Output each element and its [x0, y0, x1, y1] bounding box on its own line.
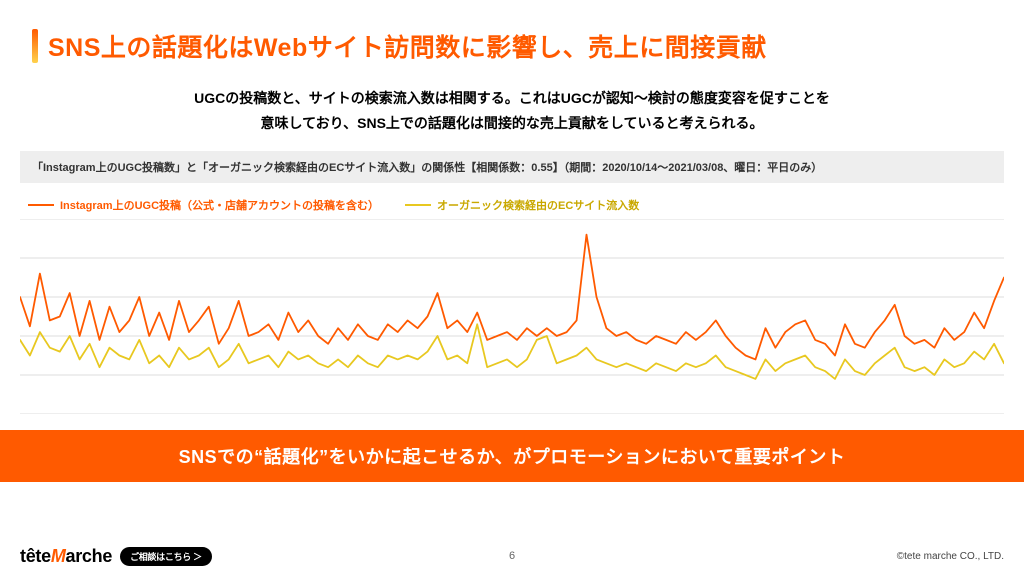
logo-pre: tête [20, 546, 51, 566]
chart-legend: Instagram上のUGC投稿（公式・店舗アカウントの投稿を含む） オーガニック… [20, 183, 1004, 219]
logo: têteMarche ご相談はこちら ＞ [20, 546, 212, 567]
legend-item: Instagram上のUGC投稿（公式・店舗アカウントの投稿を含む） [28, 197, 379, 213]
highlight-banner: SNSでの“話題化”をいかに起こせるか、がプロモーションにおいて重要ポイント [0, 430, 1024, 482]
chart-area [20, 219, 1004, 414]
chart-caption: 「Instagram上のUGC投稿数」と「オーガニック検索経由のECサイト流入数… [20, 151, 1004, 183]
legend-swatch [405, 204, 431, 206]
logo-post: arche [66, 546, 113, 566]
footer: têteMarche ご相談はこちら ＞ 6 ©tete marche CO.,… [0, 539, 1024, 573]
logo-accent: M [51, 546, 66, 566]
page-title: SNS上の話題化はWebサイト訪問数に影響し、売上に間接貢献 [48, 28, 767, 64]
legend-label: オーガニック検索経由のECサイト流入数 [437, 197, 639, 213]
cta-button[interactable]: ご相談はこちら ＞ [120, 547, 212, 566]
legend-item: オーガニック検索経由のECサイト流入数 [405, 197, 639, 213]
title-row: SNS上の話題化はWebサイト訪問数に影響し、売上に間接貢献 [0, 0, 1024, 76]
copyright: ©tete marche CO., LTD. [897, 551, 1004, 562]
line-chart-svg [20, 219, 1004, 414]
chart-block: 「Instagram上のUGC投稿数」と「オーガニック検索経由のECサイト流入数… [20, 151, 1004, 414]
subtitle-text: UGCの投稿数と、サイトの検索流入数は相関する。これはUGCが認知〜検討の態度変… [0, 76, 1024, 151]
title-accent-bar [32, 29, 38, 63]
legend-label: Instagram上のUGC投稿（公式・店舗アカウントの投稿を含む） [60, 197, 379, 213]
legend-swatch [28, 204, 54, 206]
page-number: 6 [509, 550, 515, 562]
